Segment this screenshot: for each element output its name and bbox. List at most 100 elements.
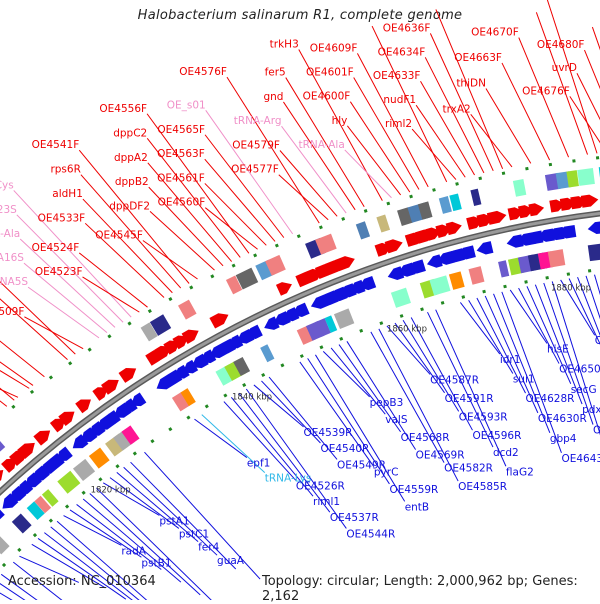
gene-label: OE4533F xyxy=(38,212,86,224)
inner-tick-mark xyxy=(401,315,402,318)
leader-line xyxy=(420,81,474,175)
outer-tick-mark xyxy=(298,235,299,238)
gene-label: OE4680F xyxy=(537,39,585,51)
gene-label: rRNA5S xyxy=(0,276,28,288)
inner-tick-mark xyxy=(243,384,244,387)
forward-gene-arrow xyxy=(0,470,3,487)
gene-label: OE4663F xyxy=(454,52,502,64)
gene-label: dppDF2 xyxy=(109,200,150,212)
outer-tick-mark xyxy=(69,362,71,364)
inner-tick-mark xyxy=(3,564,5,566)
inner-tick-mark xyxy=(422,308,423,311)
gene-label: valS xyxy=(385,414,408,426)
outer-tick-mark xyxy=(434,188,435,191)
gene-label: OE4591R xyxy=(445,393,494,405)
gene-label: pyrC xyxy=(374,467,399,479)
gene-label: OE4676F xyxy=(522,85,570,97)
reverse-cog-box xyxy=(0,535,10,555)
leader-line xyxy=(0,313,7,406)
inner-tick-mark xyxy=(66,505,68,507)
leader-line xyxy=(323,351,369,397)
forward-gene-arrow xyxy=(75,399,91,413)
gene-label: OE4600F xyxy=(303,91,351,103)
gene-label: dcd2 xyxy=(493,447,519,459)
inner-tick-mark xyxy=(170,428,172,431)
gene-label: OE4509F xyxy=(0,306,24,318)
gene-label: OE4636F xyxy=(383,22,431,34)
inner-tick-mark xyxy=(263,374,264,377)
gene-label: dppB2 xyxy=(115,176,149,188)
reverse-cog-box xyxy=(260,344,274,362)
inner-tick-mark xyxy=(134,452,136,454)
inner-tick-mark xyxy=(50,520,52,522)
inner-tick-mark xyxy=(442,301,443,304)
forward-gene-arrow xyxy=(33,430,50,445)
outer-tick-mark xyxy=(320,226,321,229)
outer-tick-mark xyxy=(457,182,458,185)
gene-label: trkH3 xyxy=(270,38,299,50)
forward-gene-arrow xyxy=(209,313,228,328)
gene-label: OE4596R xyxy=(472,430,521,442)
forward-gene-arrow xyxy=(446,222,462,235)
forward-cog-box xyxy=(376,214,390,232)
reverse-cog-box xyxy=(73,459,95,481)
gene-label: OE4628R xyxy=(526,393,575,405)
gene-label: fer5 xyxy=(265,67,286,79)
leader-line xyxy=(584,50,600,150)
leader-line xyxy=(570,96,600,152)
gene-label: radA xyxy=(121,545,146,557)
inner-tick-mark xyxy=(321,346,322,349)
gene-label: flaG2 xyxy=(506,466,534,478)
gene-label: trxA2 xyxy=(442,103,470,115)
leader-line xyxy=(24,317,83,349)
outer-tick-mark xyxy=(149,310,151,313)
inner-tick-mark xyxy=(301,355,302,358)
gene-label: OE4587R xyxy=(430,374,479,386)
reverse-cog-box xyxy=(498,260,509,277)
gene-label: OE4585R xyxy=(458,481,507,493)
gene-label: OE4577F xyxy=(231,164,279,176)
inner-tick-mark xyxy=(117,465,119,467)
gene-label: dppA2 xyxy=(114,152,148,164)
inner-tick-mark xyxy=(484,290,485,293)
inner-tick-mark xyxy=(282,364,283,367)
gene-label: OE4659R xyxy=(595,335,600,347)
gene-label: OE4633F xyxy=(373,70,421,82)
gene-label: epf1 xyxy=(247,458,271,470)
gene-label: hly xyxy=(332,115,348,127)
forward-cog-box xyxy=(513,179,526,197)
outer-tick-mark xyxy=(343,218,344,221)
outer-tick-mark xyxy=(480,177,481,180)
feature-tracks-group xyxy=(0,148,600,600)
kbp-tick-label: 1840 kbp xyxy=(232,393,272,403)
gene-label: OE4630R xyxy=(538,413,587,425)
gene-label: OE4601F xyxy=(306,67,354,79)
gene-label: riml2 xyxy=(385,118,412,130)
leader-line xyxy=(44,533,146,600)
gene-label: OE4643R xyxy=(561,453,600,465)
forward-cog-box xyxy=(577,168,595,186)
reverse-gene-arrow xyxy=(57,447,73,462)
inner-tick-mark xyxy=(152,440,154,442)
gene-label: thiDN xyxy=(456,78,486,90)
inner-tick-mark xyxy=(361,329,362,332)
leader-line xyxy=(510,290,547,344)
reverse-cog-box xyxy=(391,288,411,308)
gene-label: tRNA-Ala xyxy=(0,228,20,240)
gene-label: sui1 xyxy=(513,374,535,386)
outer-tick-mark xyxy=(31,391,33,393)
outer-tick-mark xyxy=(89,348,91,350)
kbp-tick-label: 1860 kbp xyxy=(387,325,427,335)
inner-tick-mark xyxy=(463,296,464,299)
inner-tick-mark xyxy=(341,337,342,340)
forward-gene-arrow xyxy=(528,203,544,216)
gene-label: OE4634F xyxy=(378,46,426,58)
leader-line xyxy=(254,385,304,427)
leader-line xyxy=(83,199,172,293)
gene-label: gnd xyxy=(263,91,283,103)
reverse-cog-box xyxy=(89,447,110,468)
inner-tick-mark xyxy=(188,416,190,419)
leader-line xyxy=(350,102,409,192)
forward-cog-box xyxy=(470,189,481,206)
